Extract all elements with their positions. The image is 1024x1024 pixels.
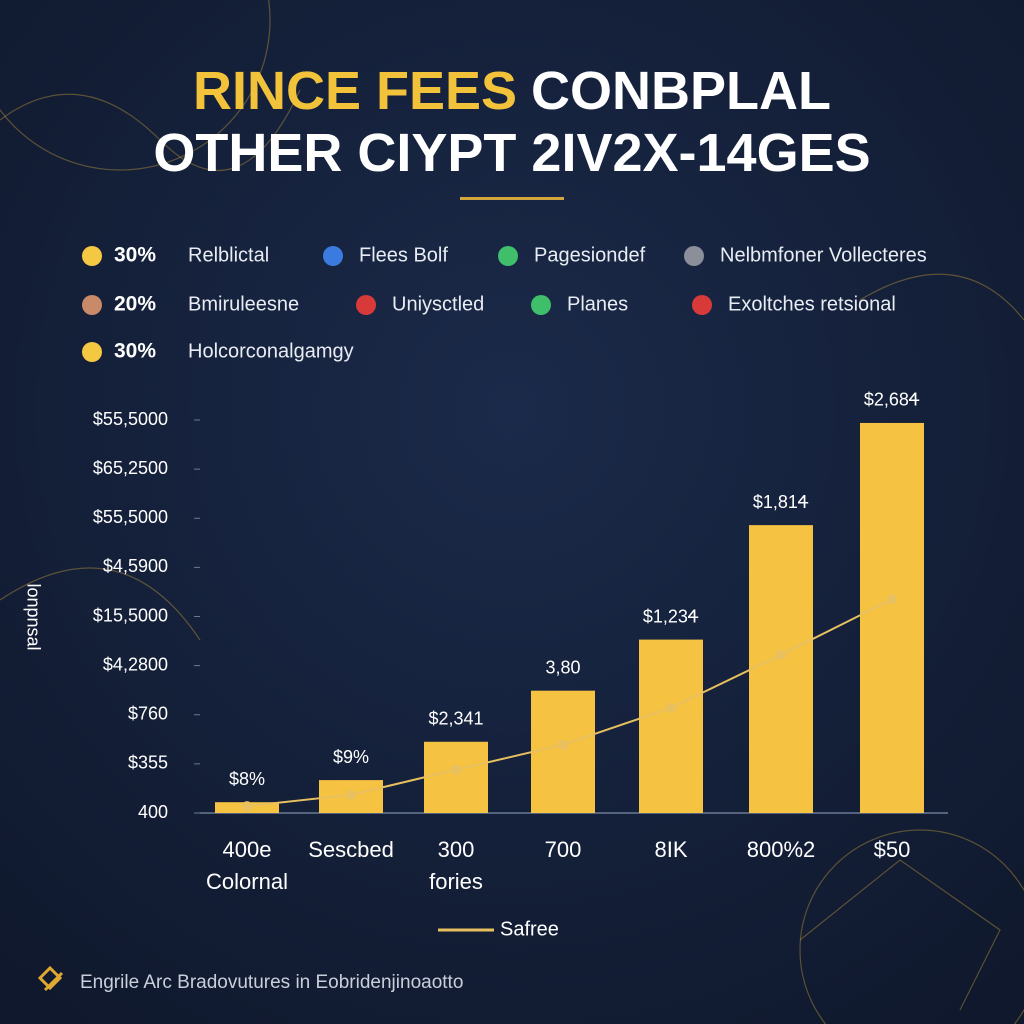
line-point [242,801,252,812]
legend-percent: 30% [114,340,156,363]
legend-marker [356,295,376,315]
y-tick-label: $55,5000 [93,409,168,429]
value-label: $9% [333,747,369,767]
legend-label: Safree [500,918,559,940]
legend-marker [82,342,102,362]
y-tick-label: $55,5000 [93,507,168,527]
legend-marker [692,295,712,315]
y-tick-label: $4,5900 [103,556,168,576]
chart-title: RINCE FEES CONBPLAL [193,61,831,121]
x-tick-line: 300 [438,837,475,862]
y-tick-label: $15,5000 [93,605,168,625]
line-point [346,789,356,800]
y-tick-label: $760 [128,704,168,724]
legend-percent: 30% [114,244,156,267]
legend-label: Holcorconalgamgy [188,340,354,362]
legend-label: Uniysctled [392,293,484,315]
title-part: RINCE FEES [193,61,517,121]
y-axis-label: lonpnsal [23,583,43,650]
footer: Engrile Arc Bradovutures in Eobridenjino… [80,972,463,993]
legend-marker [531,295,551,315]
legend-marker [684,246,704,266]
legend-label: Flees Bolf [359,244,448,266]
legend-marker [82,246,102,266]
bar [424,741,488,813]
bar [749,525,813,813]
legend-label: Pagesiondef [534,244,646,266]
footer-icon [37,965,64,992]
legend-label: Planes [567,293,628,315]
x-tick-label: 700 [545,837,582,862]
x-tick-label: $50 [874,837,911,862]
x-tick-line: fories [429,869,483,894]
legend-label: Nelbmfoner Vollecteres [720,244,927,266]
bar [639,639,703,813]
title-part: CONBPLAL [531,61,831,121]
legend-marker [498,246,518,266]
x-tick-label: 400e Colornal [206,837,288,894]
y-tick-label: $65,2500 [93,458,168,478]
chart-title: OTHER CIYPT 2IV2X-14GES [153,123,870,183]
value-label: 3,80 [545,657,580,677]
x-tick-label: 300 fories [429,837,483,894]
x-tick-line: 400e [223,837,272,862]
legend-percent: 20% [114,293,156,316]
bar [860,422,924,813]
bar [531,690,595,813]
x-tick-line: Colornal [206,869,288,894]
value-label: $2,68Ꮞ [864,390,920,410]
legend-label: Exoltches retsional [728,293,896,315]
legend-label: Relblictal [188,244,269,266]
legend-label: Bmiruleesne [188,293,299,315]
title-part: OTHER CIYPT 2IV2X-14GES [153,123,870,183]
line-point [666,702,676,713]
line-point [451,764,461,775]
y-tick-label: $4,2800 [103,654,168,674]
value-label: $1,81Ꮞ [753,492,809,512]
x-tick-label: 8IK [654,837,687,862]
line-point [558,739,568,750]
value-label: $8% [229,769,265,789]
line-point [887,594,897,605]
line-point [776,649,786,660]
title-rule [460,197,564,200]
x-tick-label: Sescbed [308,837,394,862]
y-tick-label: $355 [128,753,168,773]
legend-marker [82,295,102,315]
legend-marker [323,246,343,266]
x-tick-label: 800%2 [747,837,816,862]
y-tick-label: 400 [138,802,168,822]
value-label: $1,23Ꮞ [643,606,699,626]
value-label: $2,341 [428,709,483,729]
